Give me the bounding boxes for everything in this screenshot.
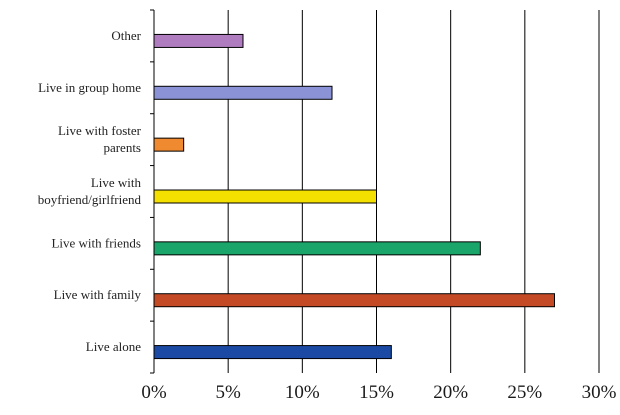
category-label: Other bbox=[111, 28, 141, 43]
category-label: Live with family bbox=[54, 287, 142, 302]
category-label: Live with foster bbox=[58, 123, 142, 138]
x-tick-label: 10% bbox=[285, 382, 320, 403]
bar bbox=[153, 189, 377, 204]
bar-layer bbox=[153, 33, 555, 360]
bar bbox=[153, 85, 333, 100]
category-label: boyfriend/girlfriend bbox=[38, 192, 142, 207]
bar bbox=[153, 137, 185, 152]
axis-layer bbox=[150, 9, 155, 374]
label-layer: 0% 5% 10% 15% 20% 25% 30% Other Live in group ho… bbox=[38, 28, 617, 403]
bar bbox=[153, 241, 481, 256]
x-tick-label: 5% bbox=[216, 382, 242, 403]
category-label: Live with bbox=[91, 175, 142, 190]
category-label: Live in group home bbox=[38, 80, 141, 95]
bar bbox=[153, 345, 392, 360]
x-tick-label: 15% bbox=[359, 382, 394, 403]
x-tick-label: 0% bbox=[141, 382, 167, 403]
category-label: parents bbox=[103, 140, 141, 155]
bar bbox=[153, 33, 244, 48]
x-tick-label: 25% bbox=[507, 382, 542, 403]
category-label: Live with friends bbox=[51, 235, 141, 250]
bar bbox=[153, 293, 555, 308]
category-label: Live alone bbox=[86, 339, 141, 354]
x-tick-label: 20% bbox=[433, 382, 468, 403]
x-tick-label: 30% bbox=[582, 382, 617, 403]
